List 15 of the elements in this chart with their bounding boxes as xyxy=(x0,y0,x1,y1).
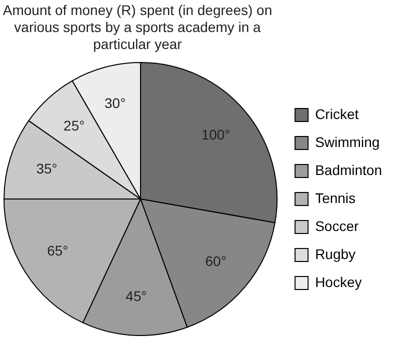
legend-label: Swimming xyxy=(315,134,380,150)
data-label: 45° xyxy=(126,288,147,304)
legend-label: Cricket xyxy=(315,106,359,122)
data-label: 65° xyxy=(47,242,68,259)
legend-label: Hockey xyxy=(315,274,362,290)
legend-label: Badminton xyxy=(315,162,382,178)
legend-label: Tennis xyxy=(315,190,356,206)
data-label: 60° xyxy=(205,253,226,270)
legend-label: Soccer xyxy=(315,218,359,234)
data-label: 30° xyxy=(104,94,126,111)
legend-label: Rugby xyxy=(315,246,356,262)
chart-title: Amount of money (R) spent (in degrees) on various sports by a sports academy in a particular year xyxy=(2,2,274,53)
data-label: 100° xyxy=(201,126,230,143)
data-label: 25° xyxy=(64,117,85,134)
data-label: 35° xyxy=(36,160,58,176)
